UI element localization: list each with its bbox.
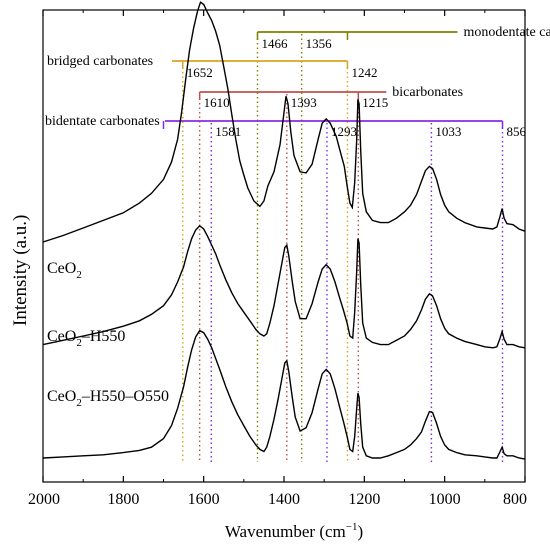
plot-frame (42, 9, 526, 483)
series-label-suffix: –H550 (81, 328, 126, 345)
series-label-main: CeO (47, 328, 76, 345)
spectrum-line (42, 224, 526, 349)
x-axis-label-main: Wavenumber (cm (225, 522, 346, 541)
x-axis-ticks: 2000 1800 1600 1400 1200 1000 800 (28, 10, 527, 508)
series-label-suffix: –H550–O550 (81, 388, 169, 405)
series-label-main: CeO (47, 388, 76, 405)
peak-label: 1581 (215, 124, 241, 139)
peak-label: 1033 (435, 124, 461, 139)
y-axis-label: Intensity (a.u.) (10, 215, 31, 326)
series-label-subscript: 2 (76, 269, 82, 281)
series-label: CeO2–H550 (47, 328, 125, 349)
x-tick-label: 2000 (28, 491, 60, 508)
band-group-label: bicarbonates (392, 85, 463, 100)
band-group-label: monodentate carbonates (463, 25, 550, 40)
series-label-subscript: 2 (76, 337, 82, 349)
spectrum-line (42, 1, 526, 243)
peak-label: 1242 (351, 65, 377, 80)
x-axis-label-end: ) (357, 522, 363, 541)
x-axis-label-exponent: −1 (346, 521, 358, 533)
x-axis-label: Wavenumber (cm−1) (225, 521, 363, 541)
x-tick-label: 1000 (429, 491, 461, 508)
series-label: CeO2–H550–O550 (47, 388, 169, 409)
x-tick-label: 800 (503, 491, 527, 508)
series-label-main: CeO (47, 260, 76, 277)
x-tick-label: 1400 (268, 491, 300, 508)
peak-label: 1610 (204, 95, 230, 110)
peak-label: 1293 (331, 124, 357, 139)
peak-label: 1356 (306, 36, 333, 51)
spectrum-line (42, 329, 526, 460)
series-label-subscript: 2 (76, 397, 82, 409)
peak-label: 1652 (187, 65, 213, 80)
x-tick-label: 1200 (348, 491, 380, 508)
band-group-label: bidentate carbonates (45, 114, 160, 129)
x-tick-label: 1600 (188, 491, 220, 508)
peak-label: 1466 (261, 36, 288, 51)
peak-label: 1393 (291, 95, 317, 110)
peak-label: 856 (507, 124, 527, 139)
band-annotations: monodentate carbonates 1466 1356 bridged ca… (45, 25, 550, 462)
x-tick-label: 1800 (107, 491, 139, 508)
series-label: CeO2 (47, 260, 82, 281)
peak-label: 1215 (362, 95, 388, 110)
band-group-label: bridged carbonates (47, 54, 153, 69)
